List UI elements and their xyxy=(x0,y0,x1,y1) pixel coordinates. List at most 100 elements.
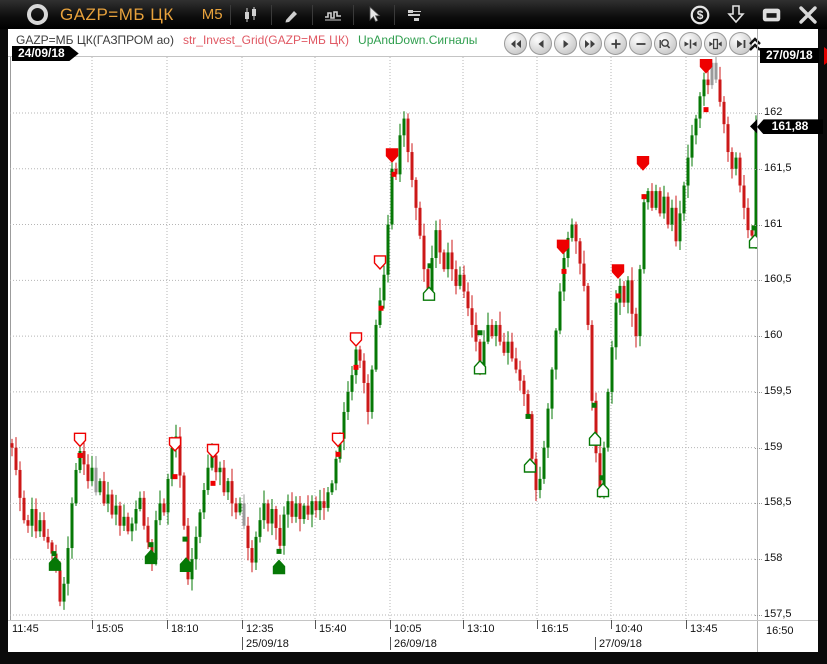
buy-entry-mark xyxy=(599,475,605,481)
candle-body xyxy=(82,450,86,465)
buy-entry-mark xyxy=(591,402,597,408)
shrink-horizontal-button[interactable] xyxy=(679,32,702,55)
price-axis-divider xyxy=(757,29,758,652)
candle-body xyxy=(410,152,414,180)
time-axis-label: 13:45 xyxy=(690,623,718,635)
zoom-out-button[interactable] xyxy=(629,32,652,55)
date-tick xyxy=(242,637,243,650)
sell-entry-mark xyxy=(703,107,709,113)
candle-body xyxy=(234,503,238,513)
scroll-fast-right-button[interactable] xyxy=(579,32,602,55)
titlebar-timeframe[interactable]: M5 xyxy=(201,6,223,23)
cursor-icon[interactable] xyxy=(361,4,387,26)
candle-body xyxy=(222,467,226,493)
sell-signal-icon xyxy=(331,432,345,448)
time-axis-label: 13:10 xyxy=(467,623,495,635)
sell-signal-icon xyxy=(699,58,713,74)
go-to-end-button[interactable] xyxy=(729,32,752,55)
candle-body xyxy=(246,525,250,549)
candle-body xyxy=(670,207,674,225)
titlebar-toolbar xyxy=(238,4,428,26)
candle-body xyxy=(578,241,582,264)
candle-body xyxy=(230,481,234,504)
sell-signal-icon xyxy=(168,437,182,452)
buy-signal-icon xyxy=(272,559,286,575)
pencil-icon[interactable] xyxy=(279,4,305,26)
sell-signal-icon xyxy=(373,255,387,271)
candle-body xyxy=(714,62,718,80)
scroll-right-button[interactable] xyxy=(554,32,577,55)
candle-body xyxy=(562,258,566,292)
candle-body xyxy=(62,583,66,602)
buy-signal-icon xyxy=(748,233,757,249)
time-tick xyxy=(463,620,464,629)
forward-arrow-icon[interactable] xyxy=(824,47,827,65)
candle-body xyxy=(446,252,450,270)
candle-body xyxy=(154,520,158,560)
candle-body xyxy=(642,202,646,270)
time-axis-label: 16:15 xyxy=(541,623,569,635)
candle-body xyxy=(614,302,618,348)
candle-body xyxy=(358,349,362,361)
buy-entry-mark xyxy=(182,536,188,542)
price-chart[interactable] xyxy=(10,57,757,620)
candle-body xyxy=(738,157,742,186)
candle-body xyxy=(586,285,590,325)
scroll-left-button[interactable] xyxy=(529,32,552,55)
candle-body xyxy=(458,274,462,286)
time-axis[interactable]: 11:45 15:05 18:10 12:35 15:40 10:05 13:10 16:15… xyxy=(10,620,816,652)
candle-body xyxy=(74,469,78,504)
candle-body xyxy=(454,269,458,286)
last-time-label: 16:50 xyxy=(766,625,794,637)
candles-icon[interactable] xyxy=(238,4,264,26)
candle-body xyxy=(674,207,678,242)
candle-body xyxy=(394,168,398,175)
candle-body xyxy=(666,196,670,225)
collapse-toolbar-button[interactable] xyxy=(748,35,762,55)
price-axis-label: 160,5 xyxy=(755,273,792,286)
candle-body xyxy=(482,341,486,368)
price-axis-label: 159,5 xyxy=(755,384,792,397)
restore-button[interactable] xyxy=(761,4,783,26)
zoom-interval-button[interactable] xyxy=(654,32,677,55)
candle-body xyxy=(498,324,502,342)
candle-body xyxy=(322,501,326,508)
indicator-icon[interactable] xyxy=(320,4,346,26)
time-tick xyxy=(611,620,612,629)
candle-body xyxy=(130,523,134,532)
download-arrow-button[interactable] xyxy=(725,4,747,26)
dollar-button[interactable]: $ xyxy=(689,4,711,26)
time-tick xyxy=(686,620,687,629)
instrument-ring-icon xyxy=(27,4,48,25)
candle-body xyxy=(434,230,438,259)
buy-entry-mark xyxy=(148,542,154,548)
candle-body xyxy=(526,394,530,415)
candle-body xyxy=(238,503,242,513)
sell-entry-mark xyxy=(641,194,647,200)
scroll-fast-left-button[interactable] xyxy=(504,32,527,55)
candle-body xyxy=(678,213,682,242)
zoom-in-button[interactable] xyxy=(604,32,627,55)
buy-entry-mark xyxy=(751,225,757,231)
buy-signal-icon xyxy=(144,549,158,565)
candle-body xyxy=(210,455,214,468)
candle-body xyxy=(278,527,282,546)
date-badge-end: 27/09/18 xyxy=(760,48,819,63)
candle-body xyxy=(370,369,374,412)
candle-body xyxy=(66,548,70,584)
candle-body xyxy=(442,252,446,270)
candle-body xyxy=(162,503,166,513)
candle-body xyxy=(22,497,26,521)
close-button[interactable] xyxy=(797,4,819,26)
time-tick xyxy=(390,620,391,629)
buy-signal-icon xyxy=(422,286,436,301)
candle-body xyxy=(602,447,606,493)
candle-body xyxy=(702,79,706,97)
candle-body xyxy=(570,224,574,238)
levels-icon[interactable] xyxy=(402,4,428,26)
price-axis[interactable]: 162 161,5 161 160,5 160 159,5 159 158,5 158 157,5 xyxy=(754,57,817,620)
title-bar[interactable]: GAZP=МБ ЦК M5 $ xyxy=(0,0,827,29)
candle-body xyxy=(362,360,366,383)
shrink-vertical-button[interactable] xyxy=(704,32,727,55)
